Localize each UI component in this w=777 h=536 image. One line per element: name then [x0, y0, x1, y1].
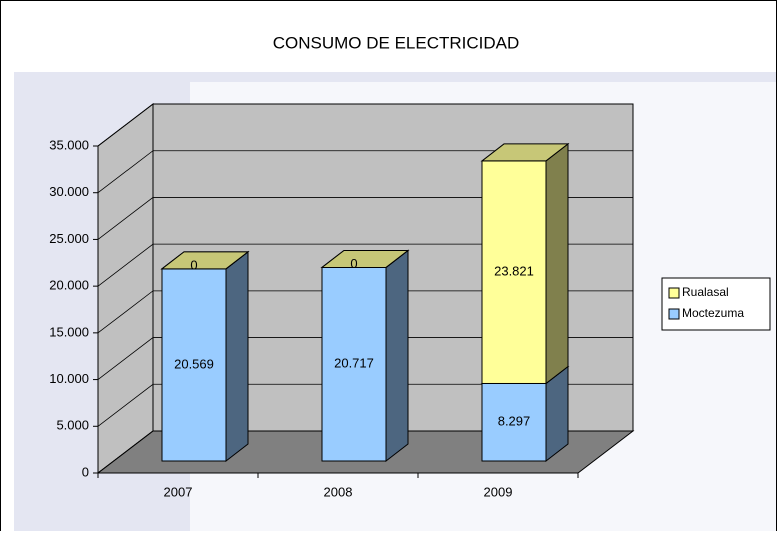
y-tick-label: 15.000: [49, 324, 89, 339]
grid-line: [97, 337, 633, 380]
legend-label: Rualasal: [682, 285, 729, 299]
x-tick-label: 2009: [484, 484, 513, 499]
data-label: 8.297: [498, 414, 531, 429]
x-tick-label: 2008: [324, 484, 353, 499]
y-tick-label: 5.000: [56, 418, 89, 433]
grid-line: [97, 430, 633, 474]
y-tick-label: 20.000: [49, 278, 89, 293]
data-label: 23.821: [494, 264, 534, 279]
x-tick-label: 2007: [164, 484, 193, 499]
data-label: 0: [190, 257, 197, 272]
data-label: 20.717: [334, 356, 374, 371]
side-wall: [97, 102, 154, 475]
grid-line: [97, 103, 633, 147]
grid-line: [97, 290, 633, 334]
y-tick-label: 25.000: [49, 231, 89, 246]
bar-side: [545, 142, 569, 385]
bar-top: [320, 249, 410, 268]
y-tick-label: 30.000: [49, 184, 89, 199]
y-tick-label: 10.000: [49, 371, 89, 386]
grid-line: [97, 150, 633, 194]
grid-line: [97, 243, 633, 287]
legend: [661, 277, 771, 331]
legend-swatch: [668, 287, 680, 299]
bar-side: [385, 249, 409, 463]
legend-label: Moctezuma: [682, 306, 744, 320]
grid-line: [97, 383, 633, 427]
legend-swatch: [668, 308, 680, 320]
bar-front: [481, 382, 547, 462]
bar-front: [161, 268, 227, 462]
grid-line: [97, 197, 633, 240]
bar-top: [480, 143, 570, 162]
y-tick-label: 0: [82, 464, 89, 479]
y-tick-label: 35.000: [49, 137, 89, 152]
bar-side: [225, 250, 249, 463]
data-label: 0: [350, 256, 357, 271]
bar-top: [160, 251, 250, 270]
chart-title: CONSUMO DE ELECTRICIDAD: [273, 33, 520, 52]
bar-front: [481, 160, 547, 384]
data-label: 20.569: [174, 356, 214, 371]
